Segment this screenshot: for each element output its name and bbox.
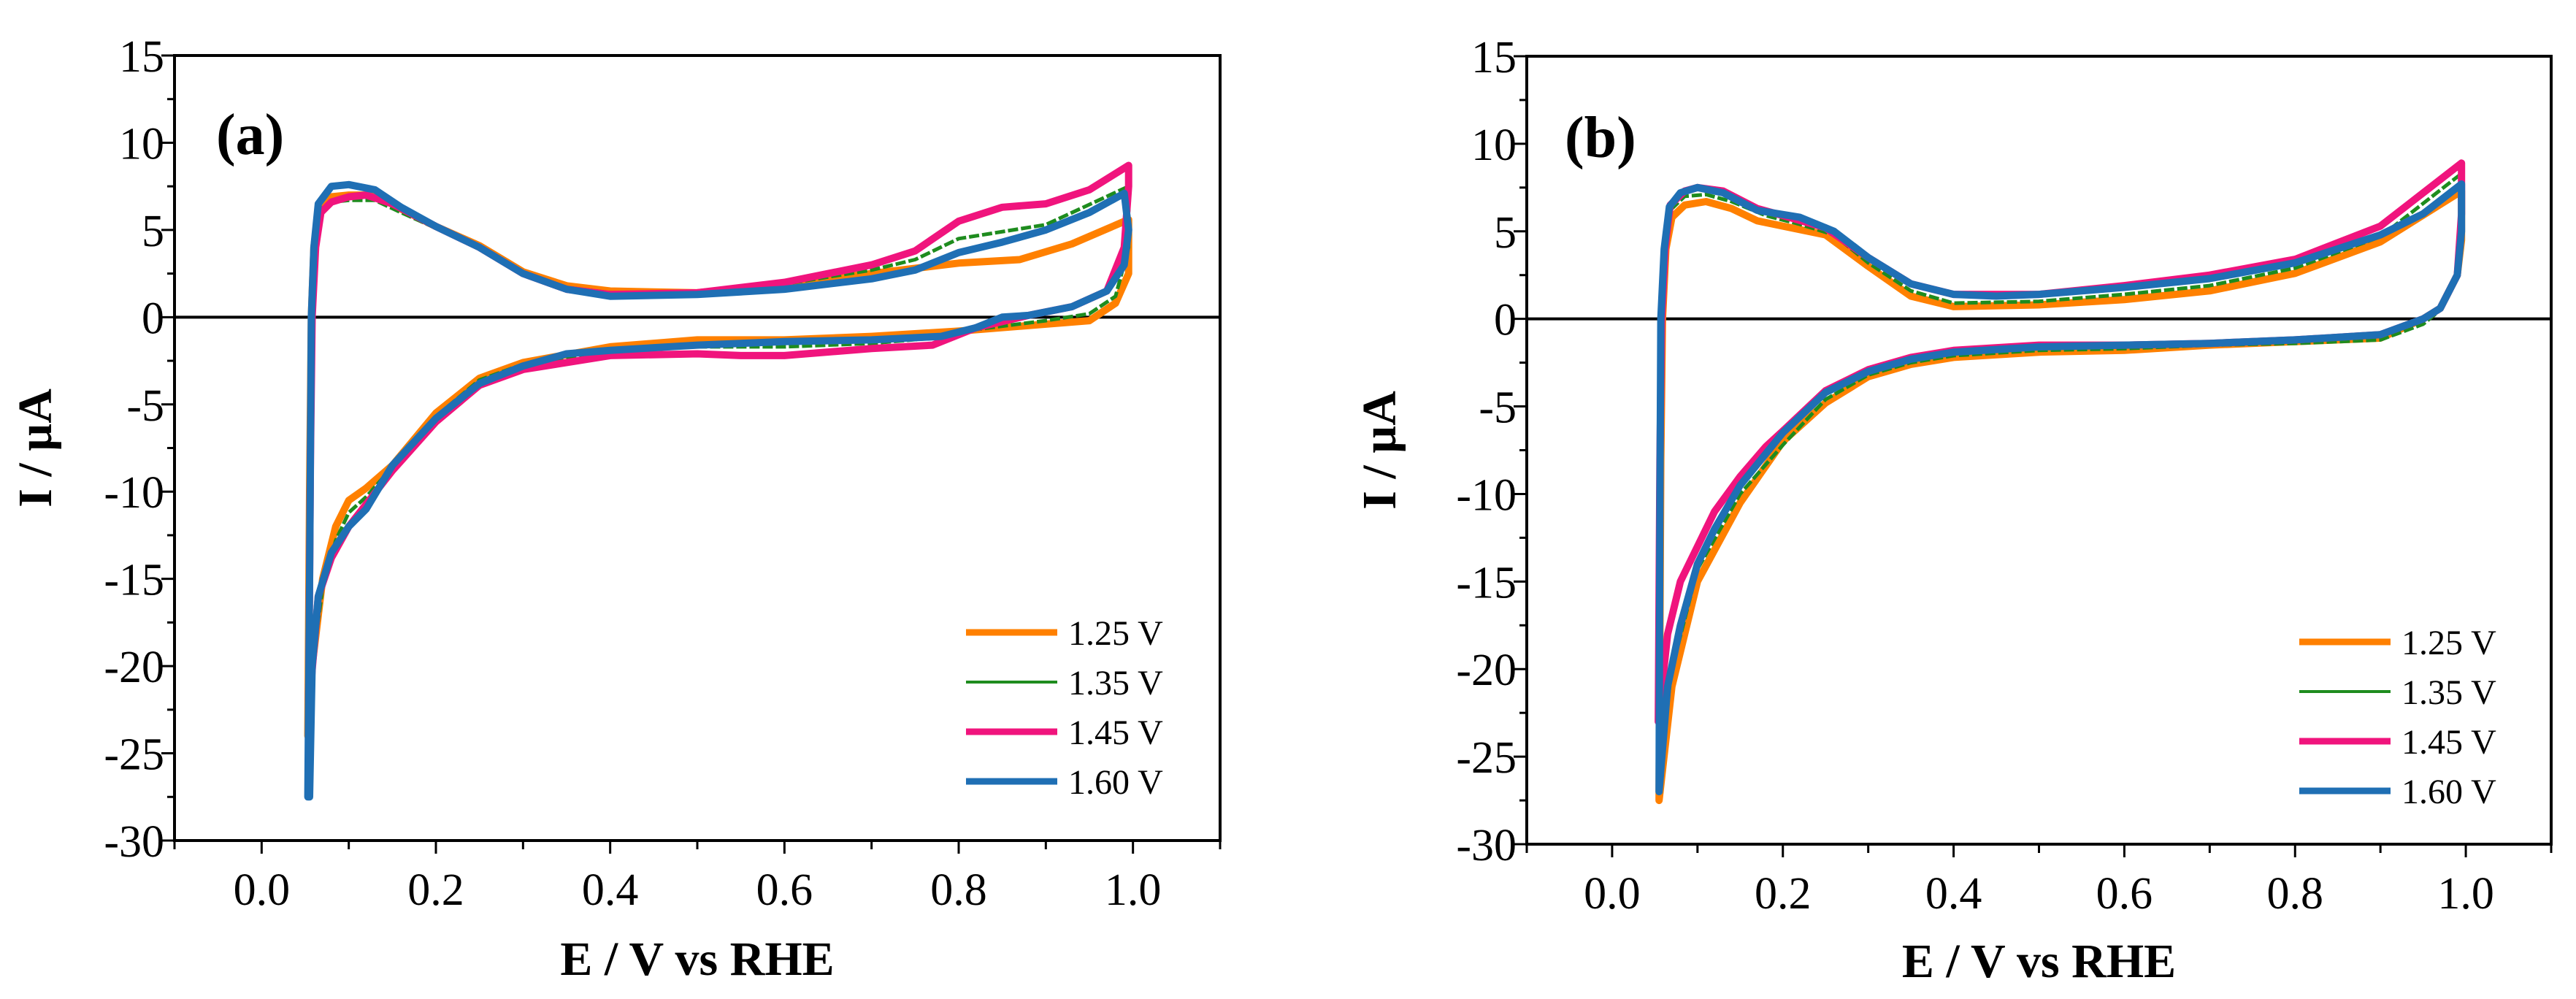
y-tick-label: 10 <box>119 119 164 169</box>
y-tick-label: -20 <box>1456 646 1517 695</box>
legend: 1.25 V 1.35 V 1.45 V 1.60 V <box>966 614 1163 802</box>
series-line-135 <box>1656 172 2464 776</box>
y-tick-label: 10 <box>1471 120 1517 170</box>
legend-label: 1.45 V <box>1068 713 1163 752</box>
y-tick-label: -10 <box>104 468 164 518</box>
y-tick-label: 0 <box>1494 296 1517 345</box>
legend-label: 1.60 V <box>2401 773 2496 811</box>
legend-label: 1.25 V <box>2401 624 2496 662</box>
plot-frame <box>1525 55 2553 846</box>
series-line-145 <box>304 161 1132 705</box>
y-tick-label: 0 <box>142 294 164 343</box>
panel-a: 0.0 0.2 0.4 0.6 0.8 1.0 15 10 5 0 -5 -10 -15 -20 -25 -3… <box>9 32 1222 986</box>
legend: 1.25 V 1.35 V 1.45 V 1.60 V <box>2299 624 2496 811</box>
x-axis-title: E / V vs RHE <box>1902 935 2176 988</box>
x-tick-label: 0.8 <box>2267 869 2324 919</box>
plot-frame <box>173 54 1222 842</box>
y-tick-label: 5 <box>1494 208 1517 258</box>
y-tick-label: -15 <box>1456 558 1517 608</box>
legend-label: 1.25 V <box>1068 614 1163 653</box>
x-tick-label: 0.4 <box>1925 869 1982 919</box>
series-group <box>1655 159 2466 805</box>
y-tick-label: 15 <box>119 32 164 82</box>
panel-label: (b) <box>1565 106 1636 170</box>
y-tick-label: -5 <box>1479 383 1517 433</box>
y-tick-label: 15 <box>1471 33 1517 83</box>
y-tick-label: -5 <box>126 381 164 431</box>
x-axis-title: E / V vs RHE <box>560 933 834 986</box>
x-tick-label: 0.0 <box>234 865 291 915</box>
legend-label: 1.35 V <box>2401 673 2496 712</box>
x-tick-label: 0.6 <box>756 865 813 915</box>
legend-label: 1.45 V <box>2401 723 2496 762</box>
x-tick-label: 0.4 <box>582 865 639 915</box>
y-axis-title: I / µA <box>1353 391 1406 510</box>
y-tick-label: 5 <box>142 207 164 256</box>
series-line-125 <box>1655 187 2466 805</box>
x-tick-label: 0.2 <box>1755 869 1812 919</box>
panel-b: 0.0 0.2 0.4 0.6 0.8 1.0 15 10 5 0 -5 -10 -15 -20 -25 -3… <box>1353 33 2553 988</box>
y-tick-label: -20 <box>104 643 164 692</box>
series-line-125 <box>304 191 1132 740</box>
y-axis-title: I / µA <box>9 388 62 508</box>
y-tick-label: -30 <box>104 817 164 867</box>
series-line-160 <box>304 180 1132 801</box>
y-tick-label: -10 <box>1456 470 1517 520</box>
x-tick-label: 1.0 <box>1105 865 1162 915</box>
series-group <box>304 161 1132 801</box>
x-tick-label: 0.0 <box>1584 869 1641 919</box>
x-tick-label: 0.2 <box>407 865 464 915</box>
panel-label: (a) <box>216 103 284 167</box>
y-tick-label: -30 <box>1456 821 1517 870</box>
legend-label: 1.35 V <box>1068 664 1163 703</box>
series-line-135 <box>307 184 1131 756</box>
y-tick-label: -25 <box>104 730 164 780</box>
x-tick-label: 0.8 <box>930 865 987 915</box>
x-tick-label: 1.0 <box>2437 869 2494 919</box>
series-line-160 <box>1655 180 2466 796</box>
y-tick-label: -25 <box>1456 733 1517 783</box>
x-tick-label: 0.6 <box>2096 869 2153 919</box>
y-tick-label: -15 <box>104 556 164 605</box>
legend-label: 1.60 V <box>1068 763 1163 802</box>
